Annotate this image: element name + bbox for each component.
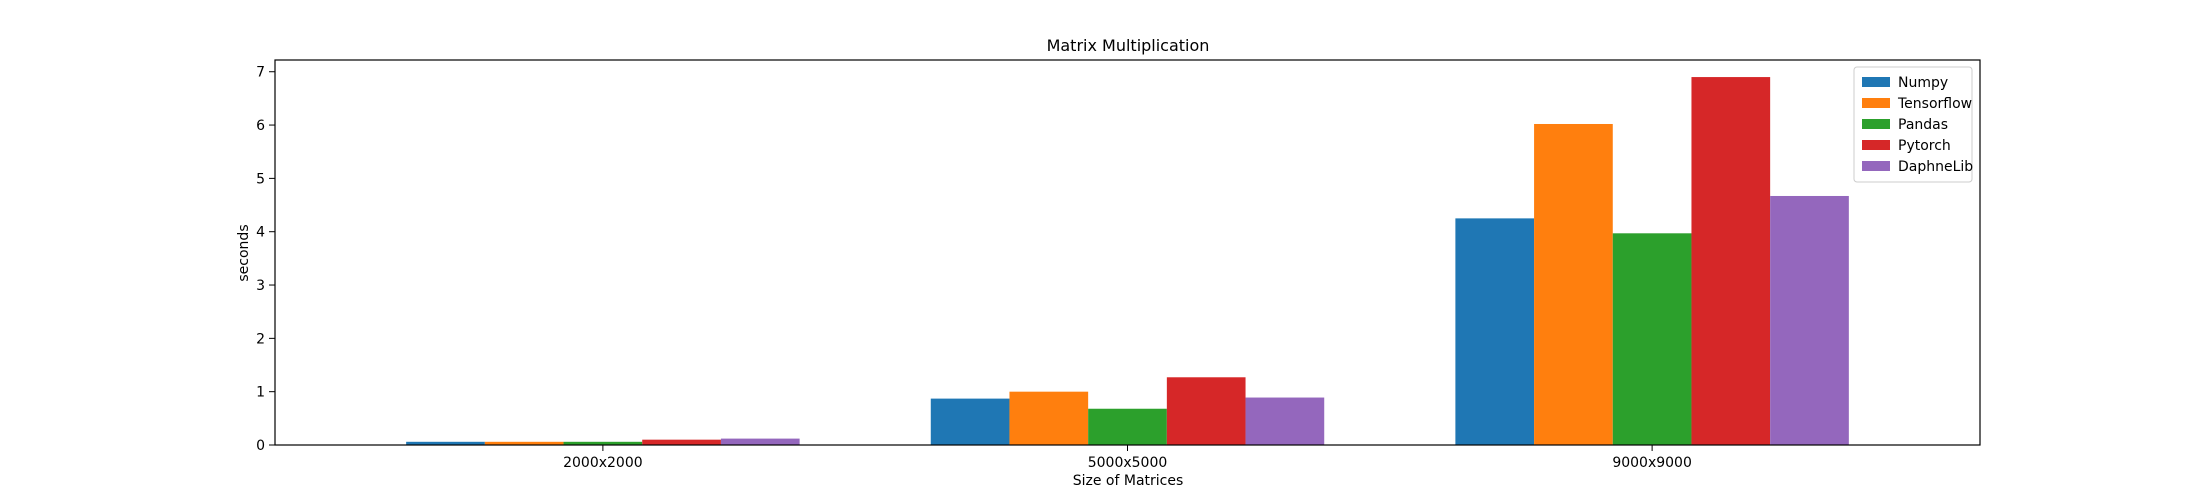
x-axis-label: Size of Matrices — [1073, 473, 1184, 489]
y-tick-label: 5 — [256, 171, 265, 187]
legend-label-tensorflow: Tensorflow — [1897, 96, 1972, 112]
bar-pandas-9000x9000 — [1612, 233, 1692, 445]
y-tick-label: 1 — [256, 385, 265, 401]
y-tick-label: 6 — [256, 118, 265, 134]
legend-box — [1853, 66, 1973, 183]
legend-swatch-tensorflow — [1862, 98, 1890, 108]
legend-label-pandas: Pandas — [1898, 117, 1948, 133]
bar-pytorch-9000x9000 — [1691, 77, 1771, 445]
y-axis-label: seconds — [236, 224, 252, 281]
legend-swatch-daphnelib — [1862, 161, 1890, 171]
y-tick-label: 4 — [256, 225, 265, 241]
bars-layer — [406, 77, 1849, 445]
bar-daphnelib-9000x9000 — [1770, 195, 1849, 445]
x-tick-label: 2000x2000 — [563, 455, 643, 471]
bar-numpy-5000x5000 — [930, 398, 1010, 445]
axes-layer: 0 1 2 3 4 5 6 7 2000x2000 5000x5000 9000x9000 — [256, 59, 1981, 471]
legend-swatch-numpy — [1862, 77, 1890, 87]
y-tick-label: 3 — [256, 278, 265, 294]
legend: Numpy Tensorflow Pandas Pytorch DaphneLib — [1853, 66, 1973, 183]
bar-tensorflow-5000x5000 — [1009, 391, 1089, 445]
y-tick-label: 7 — [256, 65, 265, 81]
bar-daphnelib-5000x5000 — [1245, 397, 1325, 445]
bar-numpy-2000x2000 — [406, 441, 485, 445]
bar-tensorflow-9000x9000 — [1534, 123, 1613, 445]
bar-numpy-9000x9000 — [1455, 218, 1535, 445]
bar-tensorflow-2000x2000 — [484, 441, 564, 445]
bar-pandas-2000x2000 — [563, 441, 643, 445]
y-tick-label: 2 — [256, 331, 265, 347]
legend-label-pytorch: Pytorch — [1898, 138, 1951, 154]
legend-swatch-pytorch — [1862, 140, 1890, 150]
bar-pytorch-5000x5000 — [1166, 377, 1246, 445]
legend-swatch-pandas — [1862, 119, 1890, 129]
x-tick-label: 9000x9000 — [1612, 455, 1692, 471]
bar-daphnelib-2000x2000 — [720, 438, 800, 445]
bar-pandas-5000x5000 — [1088, 408, 1167, 445]
y-tick-label: 0 — [256, 438, 265, 454]
legend-label-daphnelib: DaphneLib — [1898, 159, 1973, 175]
x-tick-label: 5000x5000 — [1088, 455, 1168, 471]
chart-title: Matrix Multiplication — [1047, 36, 1210, 55]
bar-pytorch-2000x2000 — [642, 439, 721, 445]
legend-label-numpy: Numpy — [1898, 75, 1948, 91]
